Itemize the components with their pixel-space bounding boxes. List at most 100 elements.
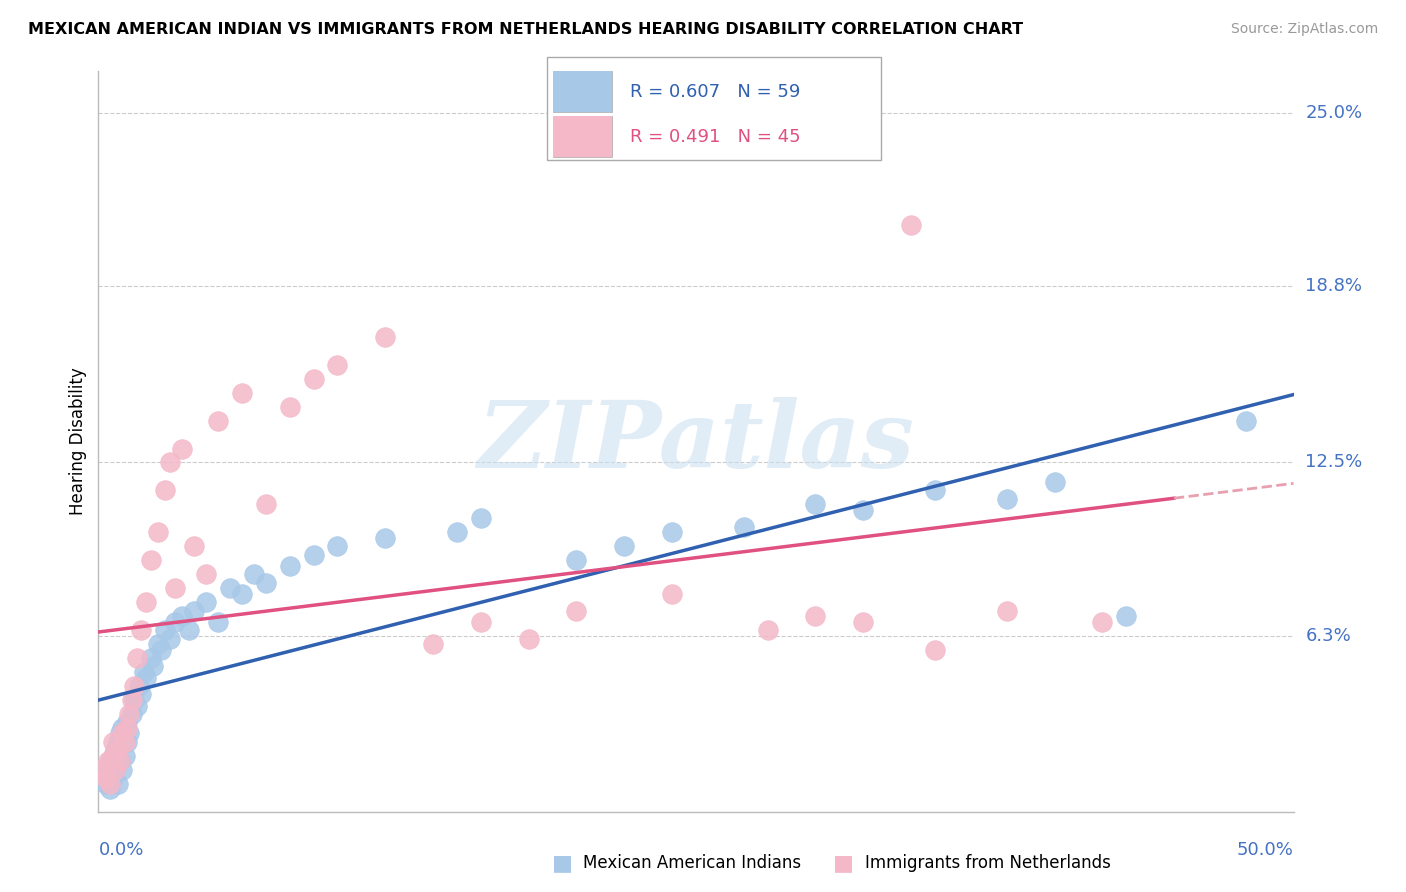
Point <box>243 567 266 582</box>
Point <box>219 581 242 595</box>
Point <box>733 520 755 534</box>
Point <box>114 748 136 763</box>
Point <box>101 748 124 763</box>
Point <box>108 755 131 769</box>
Point <box>149 642 172 657</box>
Point <box>517 632 540 646</box>
Bar <box>553 116 613 156</box>
Point <box>995 491 1018 506</box>
Text: ■: ■ <box>553 854 572 873</box>
Point <box>98 755 122 769</box>
Point <box>101 771 124 785</box>
Text: R = 0.491   N = 45: R = 0.491 N = 45 <box>630 128 801 145</box>
Point <box>194 567 217 582</box>
Point <box>756 623 779 637</box>
Point <box>101 735 124 749</box>
Point <box>163 615 186 629</box>
Point <box>278 558 301 573</box>
Point <box>124 679 146 693</box>
Point <box>107 743 129 757</box>
Point <box>118 706 141 721</box>
Point <box>924 483 946 498</box>
Bar <box>547 56 882 161</box>
Point <box>98 777 122 791</box>
Point <box>183 539 205 553</box>
Point <box>661 587 683 601</box>
Point <box>97 755 120 769</box>
Point <box>101 748 124 763</box>
Point <box>661 525 683 540</box>
Point <box>302 372 325 386</box>
Text: Immigrants from Netherlands: Immigrants from Netherlands <box>865 855 1111 872</box>
Point <box>155 483 177 498</box>
Bar <box>553 116 613 156</box>
Point <box>115 715 138 730</box>
Point <box>1091 615 1114 629</box>
Point <box>107 777 129 791</box>
Point <box>148 637 170 651</box>
Bar <box>553 71 613 112</box>
Point <box>163 581 186 595</box>
Point <box>374 531 396 545</box>
Point <box>172 609 194 624</box>
Point <box>804 609 827 624</box>
Point <box>115 735 138 749</box>
Point <box>107 735 129 749</box>
Point <box>135 671 157 685</box>
Text: 18.8%: 18.8% <box>1305 277 1362 295</box>
Point <box>326 358 349 372</box>
Point <box>207 414 229 428</box>
Text: ■: ■ <box>834 854 853 873</box>
Point <box>565 553 588 567</box>
Point <box>131 687 153 701</box>
Point <box>159 632 181 646</box>
Point <box>852 615 875 629</box>
Text: Source: ZipAtlas.com: Source: ZipAtlas.com <box>1230 22 1378 37</box>
Point <box>91 771 114 785</box>
Point <box>124 693 146 707</box>
Point <box>128 679 150 693</box>
Bar <box>553 71 613 112</box>
Text: 50.0%: 50.0% <box>1237 841 1294 859</box>
Point <box>326 539 349 553</box>
Point <box>139 553 162 567</box>
Point <box>995 603 1018 617</box>
Text: 25.0%: 25.0% <box>1305 104 1362 122</box>
Point <box>183 603 205 617</box>
Point <box>155 623 177 637</box>
Point <box>302 548 325 562</box>
Point <box>111 726 134 740</box>
Point <box>114 735 136 749</box>
Text: R = 0.607   N = 59: R = 0.607 N = 59 <box>630 83 800 101</box>
Point <box>108 755 131 769</box>
Point <box>446 525 468 540</box>
Point <box>194 595 217 609</box>
Point <box>804 497 827 511</box>
Point <box>108 726 131 740</box>
Point <box>121 706 143 721</box>
Text: 6.3%: 6.3% <box>1305 627 1351 645</box>
Point <box>91 763 114 777</box>
Point <box>179 623 201 637</box>
Point <box>111 763 134 777</box>
Point <box>132 665 155 679</box>
Point <box>852 503 875 517</box>
Text: Mexican American Indians: Mexican American Indians <box>583 855 801 872</box>
Point <box>924 642 946 657</box>
Point <box>125 651 148 665</box>
Point <box>278 400 301 414</box>
Point <box>115 721 138 735</box>
Y-axis label: Hearing Disability: Hearing Disability <box>69 368 87 516</box>
Point <box>118 726 141 740</box>
Point <box>1234 414 1257 428</box>
Point <box>231 385 253 400</box>
Point <box>613 539 636 553</box>
Text: ZIPatlas: ZIPatlas <box>478 397 914 486</box>
Point <box>1115 609 1137 624</box>
Point <box>94 777 117 791</box>
Point <box>254 497 277 511</box>
Point <box>104 743 127 757</box>
Point <box>142 659 165 673</box>
Point <box>104 763 127 777</box>
Point <box>565 603 588 617</box>
